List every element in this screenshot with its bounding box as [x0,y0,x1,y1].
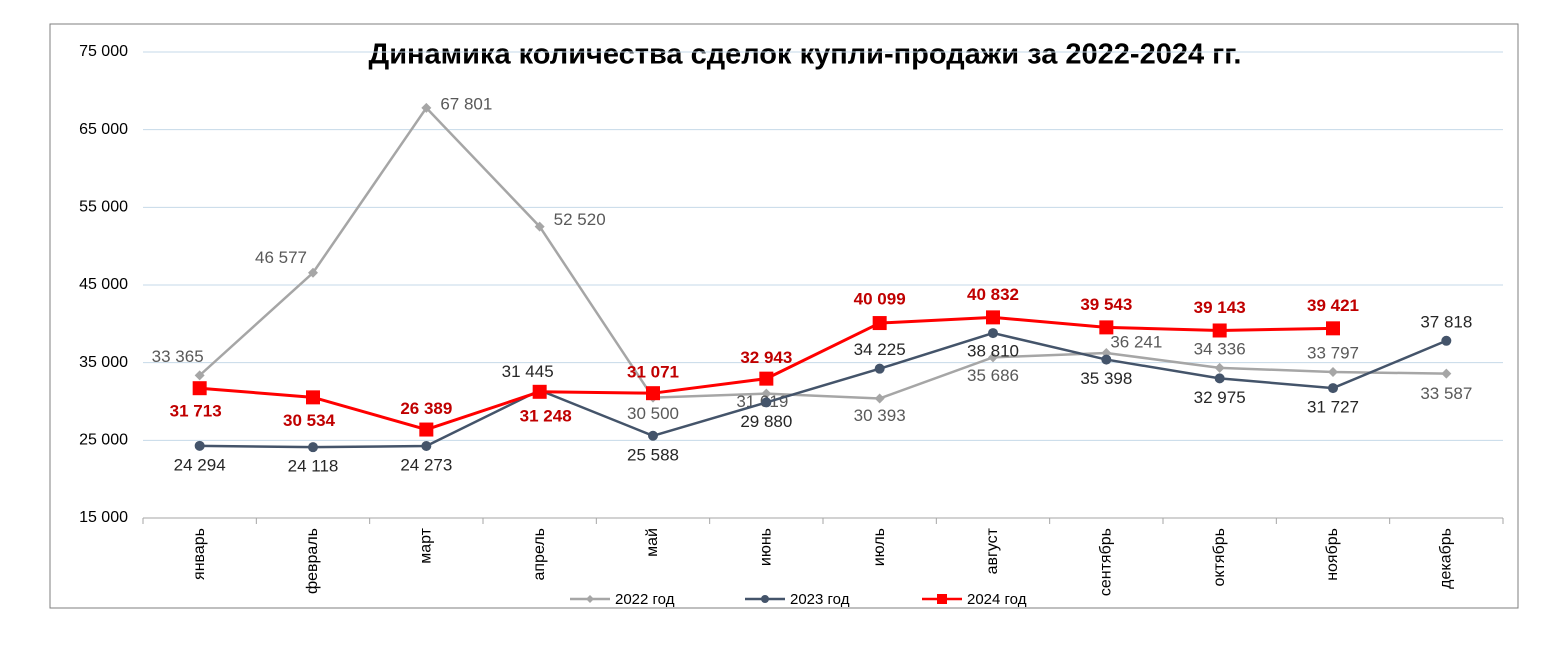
x-tick-label: сентябрь [1098,528,1115,596]
point [986,310,1000,325]
value-label: 32 975 [1194,388,1246,407]
value-label: 25 588 [627,445,679,464]
value-label: 52 520 [554,210,606,229]
point [194,370,205,381]
point [1214,373,1225,384]
value-label: 36 241 [1110,333,1162,352]
value-label: 31 727 [1307,398,1359,417]
x-tick-label: ноябрь [1324,528,1341,581]
x-tick-label: январь [191,528,208,580]
value-label: 24 118 [288,457,339,476]
x-tick-label: июль [871,528,888,566]
value-label: 35 686 [967,366,1019,385]
point [1328,367,1338,378]
point [761,397,772,408]
value-label: 40 099 [854,290,906,309]
x-tick-label: декабрь [1438,528,1455,589]
point [306,390,320,405]
point [421,440,432,451]
point [1099,320,1114,335]
series-line [198,105,1447,400]
point [419,422,434,437]
value-label: 29 880 [740,412,792,431]
value-label: 46 577 [255,248,307,267]
value-label: 26 389 [400,399,452,418]
x-tick-label: май [644,528,661,557]
value-label: 24 273 [400,455,452,474]
value-label: 37 818 [1420,312,1472,331]
value-label: 39 421 [1307,296,1359,315]
point [1441,335,1452,346]
y-tick-label: 35 000 [79,354,128,371]
point [988,328,998,339]
point [646,386,660,401]
point [534,221,545,232]
value-label: 38 810 [967,342,1019,361]
point [421,102,432,113]
value-label: 30 393 [854,406,906,425]
point [988,352,998,363]
value-label: 34 336 [1194,339,1246,358]
value-label: 30 534 [283,411,336,430]
point [874,393,885,404]
value-label: 31 071 [627,363,679,382]
value-label: 39 543 [1080,295,1132,314]
point [648,430,658,441]
point [308,267,318,278]
legend-label: 2024 год [967,591,1027,608]
value-label: 33 587 [1420,384,1472,403]
value-label: 32 943 [740,348,792,367]
x-tick-label: апрель [531,528,548,581]
value-label: 30 500 [627,404,679,423]
point [192,381,207,396]
value-label: 67 801 [440,94,492,113]
legend-marker [937,594,947,604]
value-label: 34 225 [854,340,906,359]
value-label: 33 797 [1307,343,1359,362]
point [308,442,318,453]
legend-label: 2022 год [615,591,675,608]
y-tick-label: 15 000 [79,509,128,526]
point [761,388,772,399]
value-label: 31 248 [520,406,572,425]
point [1441,368,1452,379]
x-tick-label: август [984,527,1001,574]
y-tick-label: 65 000 [79,121,128,138]
point [1328,383,1338,394]
value-label: 31 713 [170,402,222,421]
point [874,363,885,374]
value-label: 33 365 [152,347,204,366]
value-label: 39 143 [1194,298,1246,317]
legend-marker [586,595,594,603]
x-tick-label: октябрь [1211,528,1228,586]
point [1214,362,1225,373]
y-tick-label: 45 000 [79,276,128,293]
value-label: 35 398 [1080,369,1132,388]
y-tick-label: 55 000 [79,199,128,216]
point [872,316,887,331]
point [1326,321,1340,336]
x-tick-label: февраль [304,528,321,594]
point [1212,323,1227,338]
value-label: 24 294 [174,455,226,474]
point [194,440,205,451]
legend-marker [761,595,769,603]
y-tick-label: 75 000 [79,43,128,60]
value-label: 31 445 [502,362,554,381]
legend-label: 2023 год [790,591,850,608]
point [1101,354,1112,365]
point [759,371,774,386]
point [532,384,547,399]
x-tick-label: март [418,527,435,563]
value-label: 40 832 [967,285,1019,304]
chart-frame [49,23,1519,609]
x-tick-label: июнь [758,528,775,566]
y-tick-label: 25 000 [79,432,128,449]
chart-title: Динамика количества сделок купли-продажи… [369,39,1242,71]
series-line [199,331,1447,449]
